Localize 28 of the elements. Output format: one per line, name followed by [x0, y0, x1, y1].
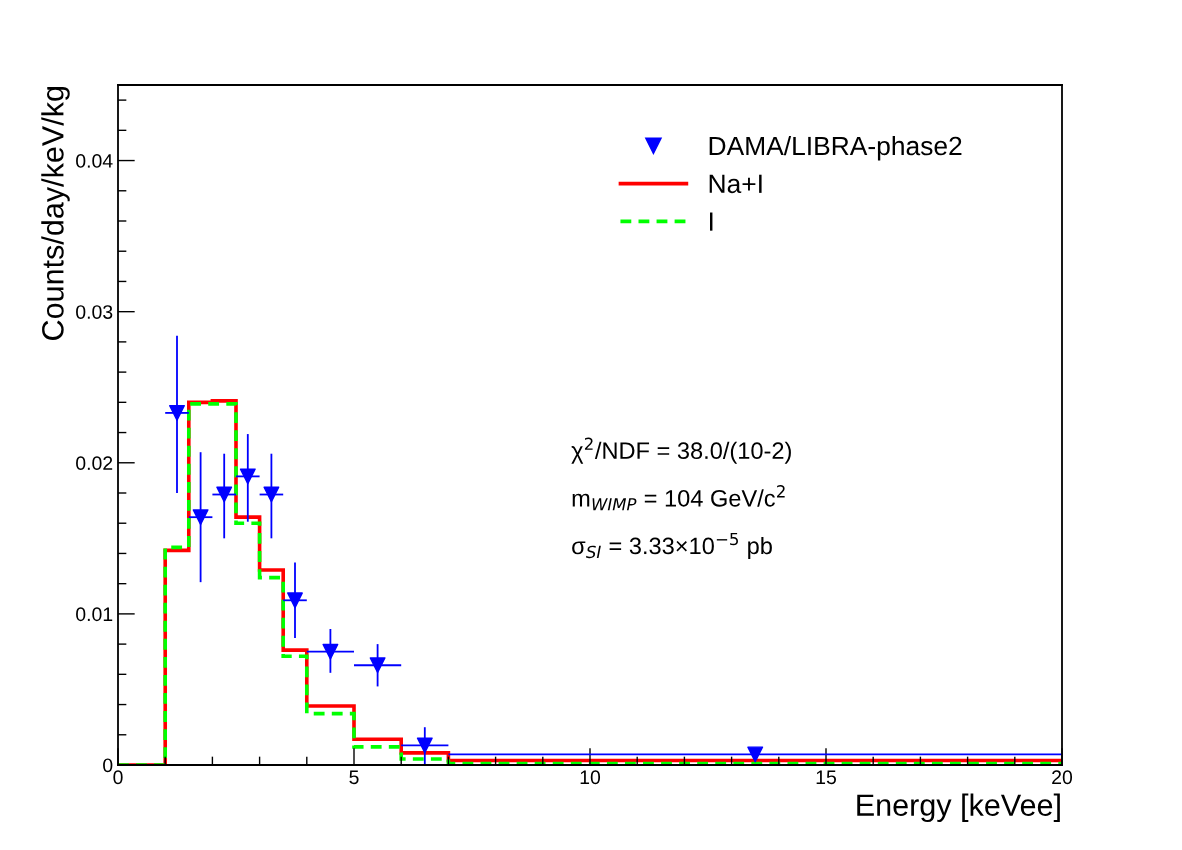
point — [169, 404, 185, 421]
x-tick-label: 15 — [816, 770, 836, 785]
legend-label: Na+I — [709, 174, 762, 194]
y-tick-label: 0.04 — [76, 154, 113, 168]
x-tick-label: 20 — [1052, 770, 1073, 785]
y-tick-label: 0 — [103, 758, 113, 773]
point — [322, 643, 339, 660]
y-tick-label: 0.01 — [76, 607, 113, 622]
point — [216, 486, 233, 503]
x-tick-label: 0 — [113, 770, 123, 785]
point — [263, 486, 280, 503]
legend-label: I — [709, 212, 713, 231]
point — [369, 657, 386, 674]
y-tick-label: 0.03 — [76, 305, 113, 319]
annotation: m$_{WIMP}$ = 104 GeV/c$^{2}$ — [572, 485, 785, 511]
point — [416, 737, 433, 754]
y-tick-label: 0.02 — [76, 456, 113, 471]
legend-label: DAMA/LIBRA-phase2 — [709, 135, 962, 161]
point — [747, 746, 764, 763]
annotation: σ$_{SI}$ = 3.33×10$^{−5}$ pb — [572, 532, 772, 559]
point — [239, 468, 256, 485]
point — [287, 592, 303, 609]
point — [192, 509, 209, 526]
annotation: χ$^{2}$/NDF = 38.0/(10-2) — [571, 437, 791, 464]
y-axis-title: Counts/day/keV/kg — [41, 86, 70, 340]
x-tick-label: 5 — [349, 770, 359, 785]
x-axis-title: Energy [keVee] — [857, 793, 1060, 823]
x-tick-label: 10 — [580, 770, 601, 785]
